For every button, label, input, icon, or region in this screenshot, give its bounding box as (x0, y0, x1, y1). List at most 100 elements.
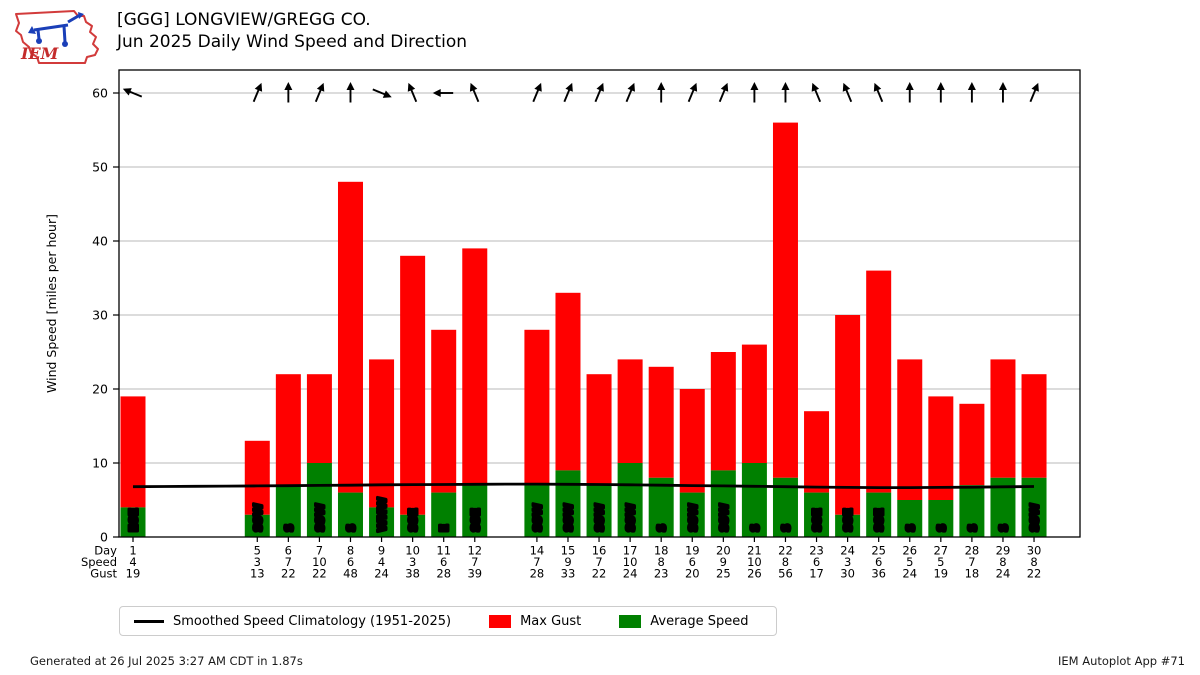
day-label: 7 (316, 544, 323, 558)
speed-label: 4 (129, 555, 136, 569)
speed-label: 3 (409, 555, 416, 569)
avg-speed-bar (462, 485, 488, 537)
wind-direction-arrow (284, 82, 293, 103)
title-block: [GGG] LONGVIEW/GREGG CO. Jun 2025 Daily … (117, 9, 467, 53)
max-gust-bar (990, 359, 1016, 478)
y-axis-label: Wind Speed [miles per hour] (44, 214, 59, 393)
max-gust-bar (928, 396, 954, 500)
wind-direction-arrow (967, 82, 976, 103)
wind-direction-arrow (122, 88, 143, 98)
legend-label-climatology: Smoothed Speed Climatology (1951-2025) (173, 613, 452, 629)
wind-direction-arrow (811, 82, 822, 103)
wind-direction-label: SSW (1028, 503, 1042, 532)
max-gust-bar (897, 359, 923, 500)
day-label: 19 (685, 544, 700, 558)
station-title: [GGG] LONGVIEW/GREGG CO. (117, 10, 371, 30)
max-gust-bar (555, 292, 581, 471)
iem-logo: IEM (15, 10, 99, 64)
speed-label: 3 (844, 555, 851, 569)
wind-direction-label: SSE (468, 508, 482, 532)
wind-direction-arrow (842, 82, 853, 103)
day-label: 15 (561, 544, 576, 558)
wind-direction-label: SSW (717, 503, 731, 532)
wind-direction-arrow (750, 82, 759, 103)
wind-direction-label: ESE (127, 508, 141, 532)
wind-direction-arrow (346, 82, 355, 103)
wind-direction-arrow (625, 82, 635, 103)
speed-label: 5 (906, 555, 913, 569)
gust-label: 48 (343, 567, 358, 581)
gust-label: 24 (902, 567, 917, 581)
max-gust-bar (772, 122, 798, 478)
wind-direction-arrow (1029, 82, 1039, 103)
wind-direction-label: SSW (251, 503, 265, 532)
wind-direction-arrow (372, 88, 392, 98)
max-gust-bar (120, 396, 146, 508)
day-label: 5 (254, 544, 261, 558)
gust-label: 24 (996, 567, 1011, 581)
avg-speed-bar (928, 500, 954, 537)
y-tick-label: 10 (92, 456, 108, 471)
wind-direction-label: SSW (624, 503, 638, 532)
gust-label: 22 (281, 567, 296, 581)
wind-direction-label: E (437, 524, 451, 532)
max-gust-bar (866, 270, 892, 493)
avg-speed-bar (617, 463, 643, 537)
speed-label: 4 (378, 555, 385, 569)
speed-label: 10 (747, 555, 762, 569)
wind-direction-arrow (905, 82, 914, 103)
wind-direction-label: S (655, 524, 669, 532)
max-gust-bar (462, 248, 488, 486)
wind-direction-arrow (252, 82, 263, 103)
climatology-line (132, 482, 1035, 490)
legend-label-avg-speed: Average Speed (650, 613, 749, 629)
legend-label-max-gust: Max Gust (520, 613, 582, 629)
wind-direction-label: S (282, 524, 296, 532)
max-gust-bar (524, 329, 550, 486)
app-reference: IEM Autoplot App #71 (1057, 654, 1185, 668)
gust-label: 33 (561, 567, 576, 581)
max-gust-bar (679, 389, 705, 493)
plot-subtitle: Jun 2025 Daily Wind Speed and Direction (117, 32, 468, 52)
day-label: 14 (530, 544, 545, 558)
avg-speed-bar (337, 492, 363, 537)
y-tick-label: 20 (92, 382, 108, 397)
wind-direction-label: SSW (686, 503, 700, 532)
speed-label: 8 (658, 555, 665, 569)
legend-item-avg-speed: Average Speed (619, 613, 749, 629)
max-gust-bar (244, 440, 270, 515)
y-tick-label: 30 (92, 308, 108, 323)
gust-label: 19 (933, 567, 948, 581)
wind-direction-arrow (687, 82, 698, 103)
anemometer-cups-icon (28, 12, 84, 47)
day-label: 26 (902, 544, 917, 558)
day-label: 27 (933, 544, 948, 558)
max-gust-bar (275, 374, 301, 486)
wind-direction-label: SSE (841, 508, 855, 532)
speed-label: 6 (347, 555, 354, 569)
avg-speed-bar (431, 492, 457, 537)
wind-direction-label: S (779, 524, 793, 532)
wind-direction-arrow (781, 82, 790, 103)
y-tick-label: 60 (92, 86, 108, 101)
wind-direction-arrow (657, 82, 666, 103)
x-row-header: Speed (81, 555, 117, 569)
wind-direction-label: S (934, 524, 948, 532)
day-label: 29 (996, 544, 1011, 558)
avg-speed-bar (710, 470, 736, 537)
day-label: 11 (436, 544, 451, 558)
day-label: 30 (1027, 544, 1042, 558)
day-label: 18 (654, 544, 669, 558)
day-label: 9 (378, 544, 385, 558)
wind-direction-arrow (469, 82, 480, 103)
gust-label: 22 (592, 567, 607, 581)
avg-speed-bar (369, 507, 395, 537)
max-gust-swatch (489, 614, 512, 628)
wind-direction-label: SSW (593, 503, 607, 532)
y-tick-label: 50 (92, 160, 108, 175)
speed-label: 6 (813, 555, 820, 569)
max-gust-bar (804, 411, 830, 493)
day-label: 28 (965, 544, 980, 558)
day-label: 22 (778, 544, 793, 558)
gust-label: 25 (716, 567, 731, 581)
